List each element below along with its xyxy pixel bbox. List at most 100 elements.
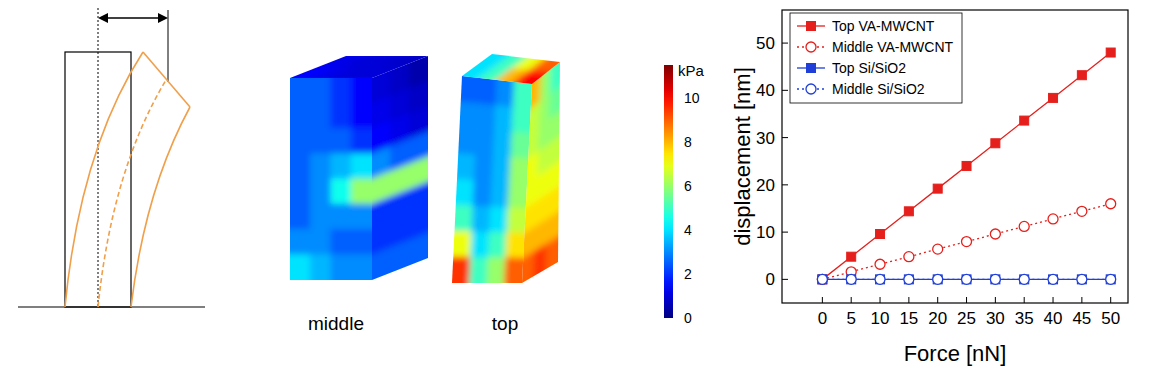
stress-cell [270,230,311,255]
data-point [933,184,942,193]
data-point [1077,71,1086,80]
stress-cell [476,129,495,156]
stress-cell [441,126,477,155]
stress-cell [311,230,332,255]
stress-cell [432,257,471,335]
stress-cell [311,154,332,179]
side-face [358,0,442,336]
x-tick [822,297,823,303]
data-point [990,274,1000,284]
legend-marker [806,42,816,52]
y-axis-label: displacement [nm] [730,67,755,246]
data-point [1106,275,1115,284]
stress-cell [493,131,512,158]
x-tick [1110,297,1111,303]
legend-label: Middle Si/SiO2 [832,81,925,97]
y-tick-label: 10 [756,223,775,242]
x-tick [1081,297,1082,303]
side-face-cells [358,0,442,336]
arrow-head [98,13,108,23]
x-tick-label: 35 [1015,309,1034,328]
stress-cell [467,257,488,334]
colorbar-tick-label: 6 [684,178,692,194]
x-tick-label: 40 [1044,309,1063,328]
x-tick [908,297,909,303]
data-point [817,274,827,284]
stress-cell [270,204,311,229]
stress-cell [471,232,490,258]
y-tick-label: 30 [756,129,775,148]
legend-marker [806,84,816,94]
x-tick [1053,297,1054,303]
stress-cell [270,129,311,154]
stress-cell [331,129,352,154]
top-face-cells [437,47,584,92]
y-tick [782,137,788,138]
side-face-cells [510,6,567,338]
x-tick-label: 50 [1101,309,1120,328]
data-point [847,275,856,284]
y-tick-label: 20 [756,176,775,195]
stress-cell [532,244,546,326]
x-tick-label: 5 [846,309,855,328]
data-point [991,275,1000,284]
stress-cell [311,204,332,229]
data-point [1048,214,1058,224]
x-tick-label: 20 [928,309,947,328]
data-point [1077,206,1087,216]
x-tick-label: 15 [899,309,918,328]
y-tick-label: 50 [756,34,775,53]
data-point [846,274,856,284]
data-point [1106,48,1115,57]
stress-cell [391,240,410,323]
x-axis-label: Force [nN] [904,341,1007,366]
data-point [875,274,885,284]
stress-cell [331,204,352,229]
stress-cell [507,71,563,92]
stress-cell [550,6,567,94]
stress-cell [442,100,478,129]
stress-cell [475,155,494,182]
legend-label: Top Si/SiO2 [832,60,906,76]
side-face [510,6,567,338]
x-tick [880,297,881,303]
stress-cell [437,205,473,232]
line-chart: 0510152025303540455001020304050Force [nN… [730,10,1128,366]
stress-cell [472,206,491,232]
y-tick [782,90,788,91]
y-tick [782,279,788,280]
x-tick [966,297,967,303]
data-point [1048,274,1058,284]
data-point [818,275,827,284]
stress-cell [488,232,507,258]
data-point [1077,274,1087,284]
data-point [1020,116,1029,125]
bent-edge [65,52,143,307]
stress-cell [270,179,311,204]
stress-cell [331,179,352,204]
stress-cell [270,255,311,331]
colorbar-tick-label: 4 [684,222,692,238]
data-point [1049,93,1058,102]
data-point [1077,275,1086,284]
legend-label: Top VA-MWCNT [832,18,935,34]
y-tick [782,232,788,233]
colorbar [664,65,673,318]
data-point [962,161,971,170]
legend-marker [807,64,816,73]
data-point [1049,275,1058,284]
bent-top [143,52,190,107]
data-point [991,139,1000,148]
stress-cell [492,156,511,182]
y-tick-label: 40 [756,81,775,100]
colorbar-tick-label: 2 [684,266,692,282]
bent-center [98,80,166,307]
y-tick-label: 0 [766,270,775,289]
data-point [876,230,885,239]
panel-label: top [492,313,518,334]
data-point [875,259,885,269]
stress-cell [409,227,442,316]
stress-cell [440,152,476,180]
data-area [817,48,1115,284]
data-point [1019,221,1029,231]
